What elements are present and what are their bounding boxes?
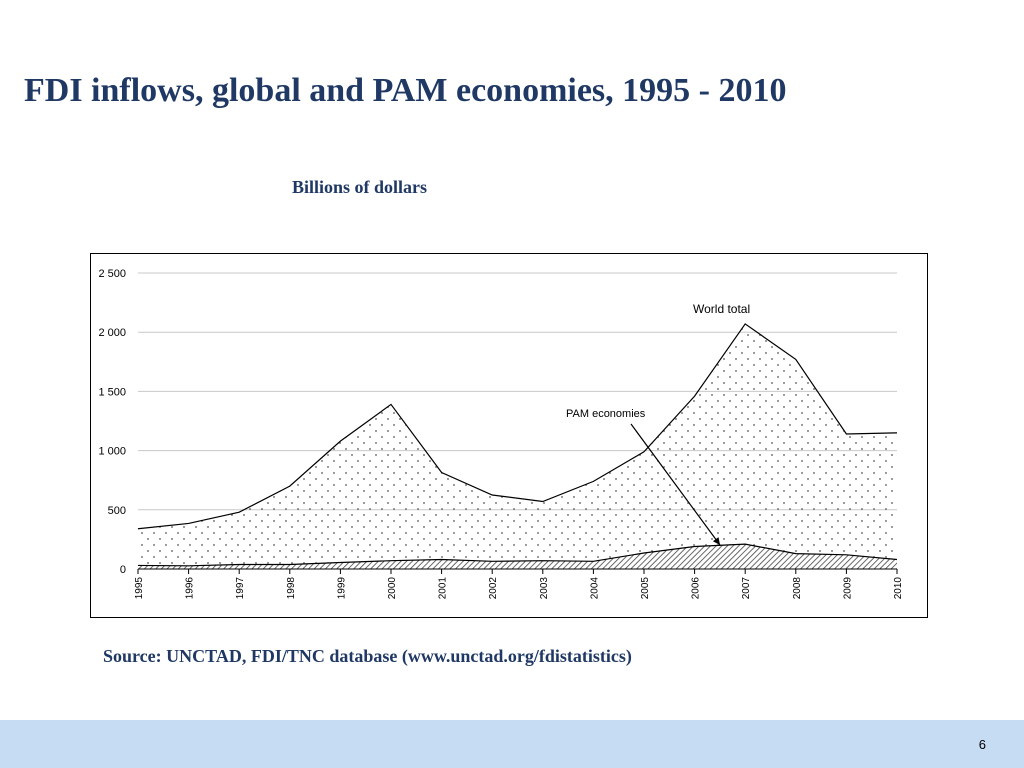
x-tick-label: 2004	[589, 577, 600, 600]
pam-economies-label: PAM economies	[566, 408, 646, 420]
y-tick-label: 1 000	[98, 446, 126, 458]
y-tick-label: 500	[108, 505, 126, 517]
y-tick-label: 1 500	[98, 386, 126, 398]
page-number: 6	[978, 737, 986, 752]
axis-layer: 0 500 1 000 1 500 2 000 2 500 1995 1996 1997 1998…	[98, 268, 904, 599]
x-tick-label: 1997	[235, 577, 246, 600]
pam-economies-line	[137, 543, 898, 567]
x-tick-label: 2005	[640, 577, 651, 600]
x-tick-label: 1996	[185, 577, 196, 600]
x-tick-label: 2002	[488, 577, 499, 600]
x-tick-label: 1998	[286, 577, 297, 600]
x-tick-label: 2010	[893, 577, 904, 600]
x-tick-label: 2000	[387, 577, 398, 600]
annotation-layer: World total PAM economies	[566, 302, 750, 546]
y-tick-label: 2 000	[98, 327, 126, 339]
world-total-line	[137, 323, 898, 530]
x-tick-label: 2007	[741, 577, 752, 600]
y-tick-label: 0	[120, 564, 126, 576]
pam-pointer-arrow	[630, 423, 721, 546]
chart-subtitle: Billions of dollars	[292, 177, 428, 197]
x-tick-label: 2008	[792, 577, 803, 600]
x-tick-label: 1999	[336, 577, 347, 600]
chart-frame: 0 500 1 000 1 500 2 000 2 500 1995 1996 1997 1998…	[90, 253, 928, 618]
y-tick-label: 2 500	[98, 268, 126, 280]
x-tick-label: 2009	[842, 577, 853, 600]
pam-economies-area	[138, 544, 897, 569]
x-tick-label: 2003	[539, 577, 550, 600]
footer-bar: 6	[0, 720, 1024, 768]
x-tick-label: 2001	[438, 577, 449, 600]
world-total-label: World total	[693, 302, 750, 316]
area-layer	[137, 323, 898, 569]
slide-title: FDI inflows, global and PAM economies, 1…	[24, 72, 787, 109]
source-note: Source: UNCTAD, FDI/TNC database (www.un…	[103, 646, 632, 666]
x-tick-label: 1995	[134, 577, 145, 600]
x-tick-label: 2006	[691, 577, 702, 600]
pam-arrowhead	[712, 537, 720, 545]
world-total-area	[138, 323, 897, 569]
fdi-area-chart: 0 500 1 000 1 500 2 000 2 500 1995 1996 1997 1998…	[98, 268, 904, 599]
